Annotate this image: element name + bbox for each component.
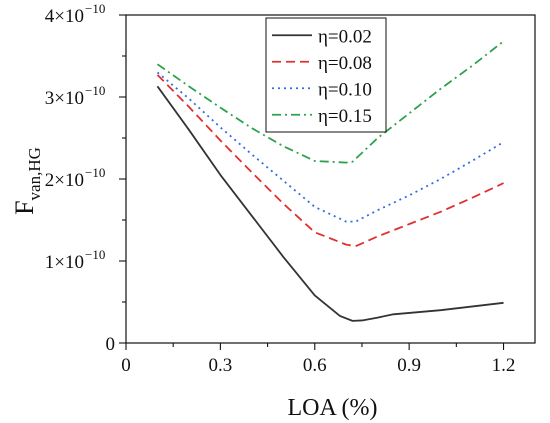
series-group xyxy=(156,40,505,322)
y-tick-exponent: −10 xyxy=(85,247,105,262)
x-tick-label: 1.2 xyxy=(492,355,516,376)
series-line-3 xyxy=(156,71,505,223)
legend-label-1: η=0.02 xyxy=(318,26,372,47)
legend-label-4: η=0.15 xyxy=(318,106,372,127)
y-tick-exponent: −10 xyxy=(85,165,105,180)
y-tick-label: 4×10 xyxy=(45,6,84,27)
y-axis-title-main: F xyxy=(10,200,39,214)
y-axis-title-subscript: van,HG xyxy=(25,147,44,200)
x-axis-title: LOA (%) xyxy=(288,395,378,421)
y-axis-title: Fvan,HG xyxy=(10,147,44,215)
y-tick-label: 3×10 xyxy=(45,88,84,109)
series-line-2 xyxy=(156,74,504,248)
legend-label-2: η=0.08 xyxy=(318,53,372,74)
series-line-4 xyxy=(156,40,505,164)
y-tick-label-group: 4×10 −10 xyxy=(45,1,106,27)
y-tick-label-group: 3×10 −10 xyxy=(45,83,106,109)
legend-label-3: η=0.10 xyxy=(318,79,372,100)
legend: η=0.02 η=0.08 η=0.10 η=0.15 xyxy=(265,17,387,133)
series-line-1 xyxy=(156,85,504,322)
legend-box xyxy=(265,17,387,133)
y-tick-label-group: 2×10 −10 xyxy=(45,165,106,191)
y-tick-label: 1×10 xyxy=(45,252,84,273)
x-tick-label: 0.6 xyxy=(303,355,327,376)
x-tick-label: 0 xyxy=(121,355,131,376)
x-tick-label: 0.9 xyxy=(397,355,421,376)
y-tick-label: 0 xyxy=(106,334,116,355)
y-tick-exponent: −10 xyxy=(85,1,105,16)
y-tick-label-group: 1×10 −10 xyxy=(45,247,106,273)
x-tick-label: 0.3 xyxy=(209,355,233,376)
y-tick-label: 2×10 xyxy=(45,170,84,191)
y-tick-exponent: −10 xyxy=(85,83,105,98)
